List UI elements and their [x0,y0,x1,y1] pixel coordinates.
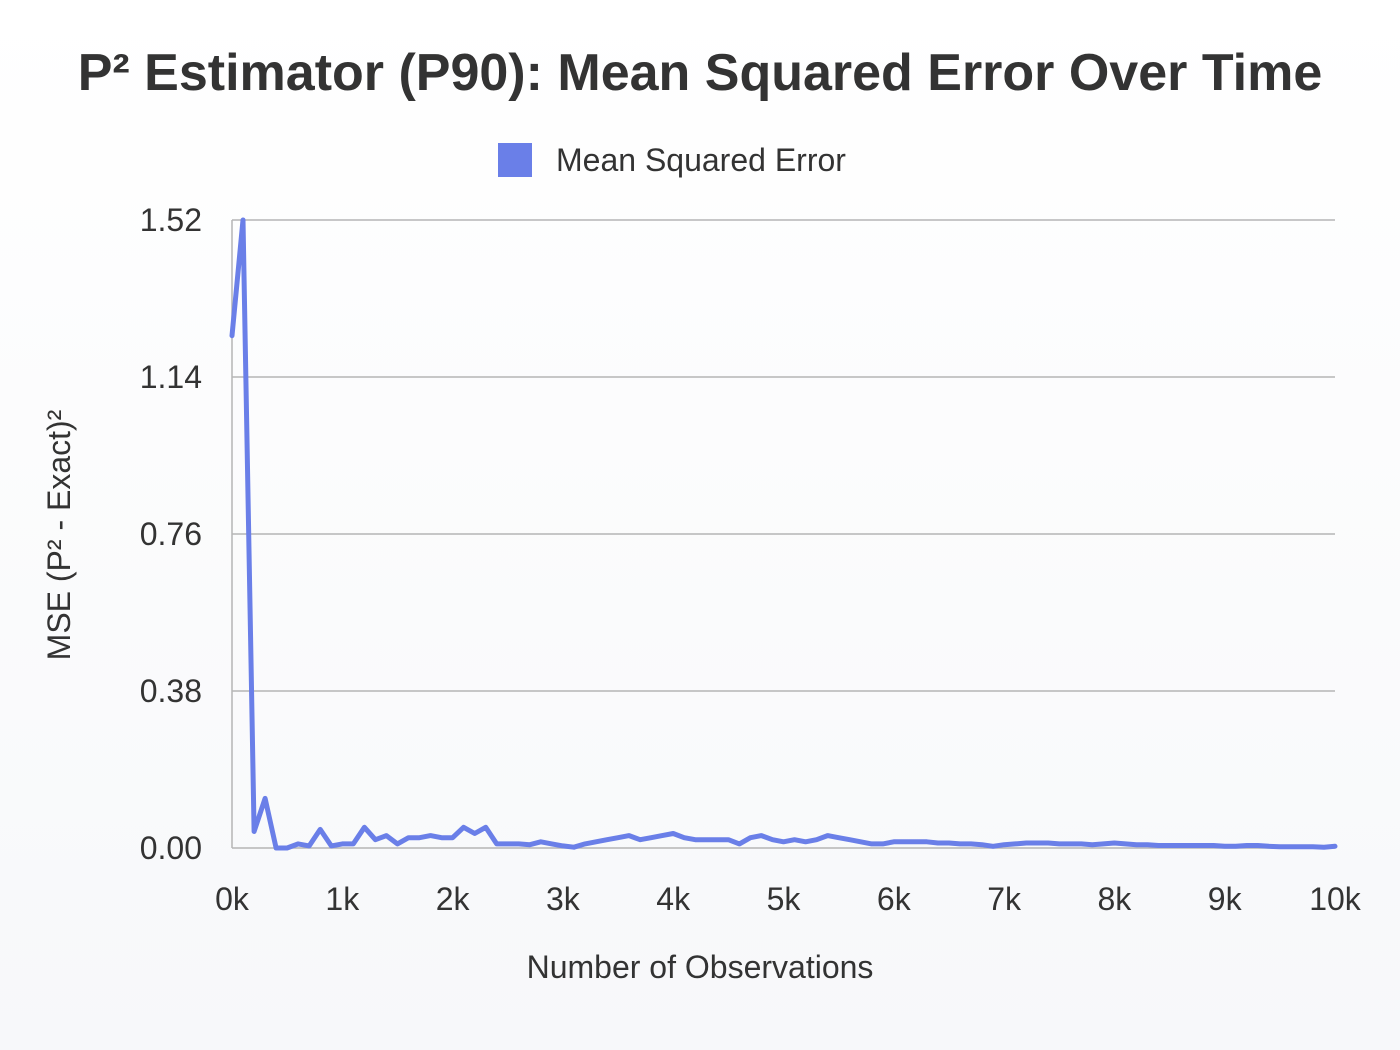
x-tick-label: 2k [436,881,471,917]
y-tick-label: 1.14 [140,359,202,395]
y-tick-label: 1.52 [140,202,202,238]
x-tick-label: 7k [987,881,1022,917]
series-layer [229,217,1338,851]
y-axis-label: MSE (P² - Exact)² [41,409,77,660]
x-axis-label: Number of Observations [527,949,874,985]
series-line-0 [229,217,1338,851]
x-tick-label: 6k [877,881,912,917]
legend-swatch [498,143,532,177]
x-tick-label: 0k [215,881,250,917]
x-tick-label: 10k [1309,881,1362,917]
x-tick-label: 1k [325,881,360,917]
x-tick-label: 3k [546,881,581,917]
chart-title: P² Estimator (P90): Mean Squared Error O… [78,44,1323,102]
grid-lines [231,219,1335,849]
x-axis-ticks: 0k 1k 2k 3k 4k 5k 6k 7k 8k 9k 10k [215,881,1362,917]
x-tick-label: 5k [767,881,802,917]
y-axis-ticks: 0.00 0.38 0.76 1.14 1.52 [140,202,202,866]
y-tick-label: 0.00 [140,830,202,866]
x-tick-label: 8k [1098,881,1133,917]
legend-label: Mean Squared Error [556,142,846,178]
x-tick-label: 4k [656,881,691,917]
legend: Mean Squared Error [498,142,846,178]
x-tick-label: 9k [1208,881,1243,917]
y-tick-label: 0.76 [140,516,202,552]
y-tick-label: 0.38 [140,673,202,709]
